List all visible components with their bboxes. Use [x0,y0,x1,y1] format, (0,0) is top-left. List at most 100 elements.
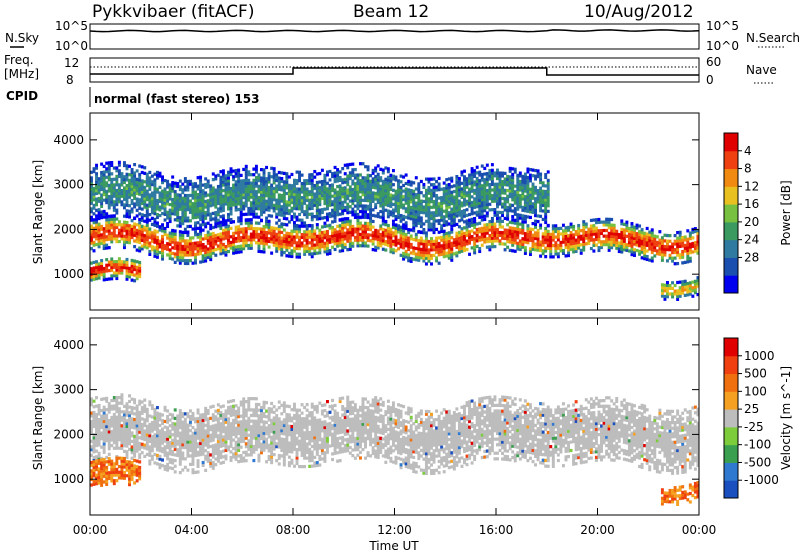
echo-cell [102,450,106,454]
echo-cell [183,196,187,200]
echo-cell [473,219,477,224]
echo-cell [173,232,177,236]
echo-cell [366,221,370,226]
echo-cell [150,174,154,178]
echo-cell [305,235,309,239]
echo-cell [265,216,269,220]
echo-cell [107,166,111,171]
echo-cell [468,179,472,183]
echo-cell [105,198,109,202]
echo-cell [262,190,266,195]
echo-cell [376,235,380,239]
echo-cell [107,214,111,218]
echo-cell [379,238,383,242]
echo-cell [379,232,383,237]
echo-cell [161,257,164,261]
echo-cell [490,231,494,235]
echo-cell [457,199,461,203]
echo-cell [523,232,527,236]
echo-cell [133,191,137,195]
echo-cell [518,188,522,192]
echo-cell [219,226,223,230]
echo-cell [117,446,121,450]
echo-cell [633,239,636,243]
echo-cell [115,202,119,207]
echo-cell [313,229,317,233]
echo-cell [267,200,271,204]
echo-cell [211,231,215,236]
echo-cell [688,245,692,249]
echo-cell [232,175,236,179]
echo-cell [176,252,180,256]
echo-cell [265,179,269,184]
echo-cell [90,181,93,186]
echo-cell [122,444,126,448]
echo-cell [204,202,208,206]
echo-cell [287,192,291,196]
echo-cell [305,181,309,186]
echo-cell [671,295,675,299]
echo-cell [308,235,312,239]
echo-cell [290,201,294,205]
echo-cell [267,177,271,181]
echo-cell [681,283,685,287]
echo-cell [490,228,494,232]
echo-cell [219,249,223,253]
echo-cell [221,242,225,247]
echo-cell [534,225,537,229]
echo-cell [544,175,548,180]
echo-cell [308,204,312,208]
echo-cell [295,187,299,191]
echo-cell [442,240,446,245]
echo-cell [298,247,302,251]
echo-cell [325,232,329,236]
echo-cell [112,220,116,224]
echo-cell [693,288,697,292]
echo-cell [343,234,347,238]
echo-cell [221,231,225,235]
echo-cell [308,178,312,183]
echo-cell [620,227,624,232]
echo-cell [194,247,197,251]
echo-cell [115,166,119,170]
echo-cell [214,213,218,218]
echo-cell [112,398,116,403]
echo-cell [227,233,230,237]
echo-cell [100,201,104,206]
echo-cell [204,248,208,252]
echo-cell [277,179,281,183]
echo-cell [242,179,246,183]
echo-cell [488,228,492,232]
echo-cell [328,251,332,256]
echo-cell [135,435,139,439]
echo-cell [633,242,636,246]
echo-cell [450,258,454,262]
echo-cell [313,186,317,191]
echo-cell [290,206,294,210]
echo-cell [275,201,279,205]
echo-cell [579,229,583,233]
echo-cell [310,187,314,191]
echo-cell [622,231,626,235]
echo-cell [419,239,423,243]
echo-cell [303,181,307,186]
echo-cell [645,238,649,242]
echo-cell [247,198,251,202]
echo-cell [648,241,652,245]
echo-cell [95,418,99,422]
echo-cell [214,202,218,206]
echo-cell [668,286,672,290]
echo-cell [260,213,263,217]
echo-cell [282,194,286,198]
echo-cell [435,239,439,243]
echo-cell [216,233,220,237]
echo-cell [511,249,515,253]
echo-cell [234,194,238,198]
echo-cell [138,238,142,242]
echo-cell [369,182,373,186]
echo-cell [361,227,365,231]
echo-cell [544,215,548,219]
echo-cell [153,203,157,207]
echo-cell [115,225,119,230]
echo-cell [594,229,598,233]
